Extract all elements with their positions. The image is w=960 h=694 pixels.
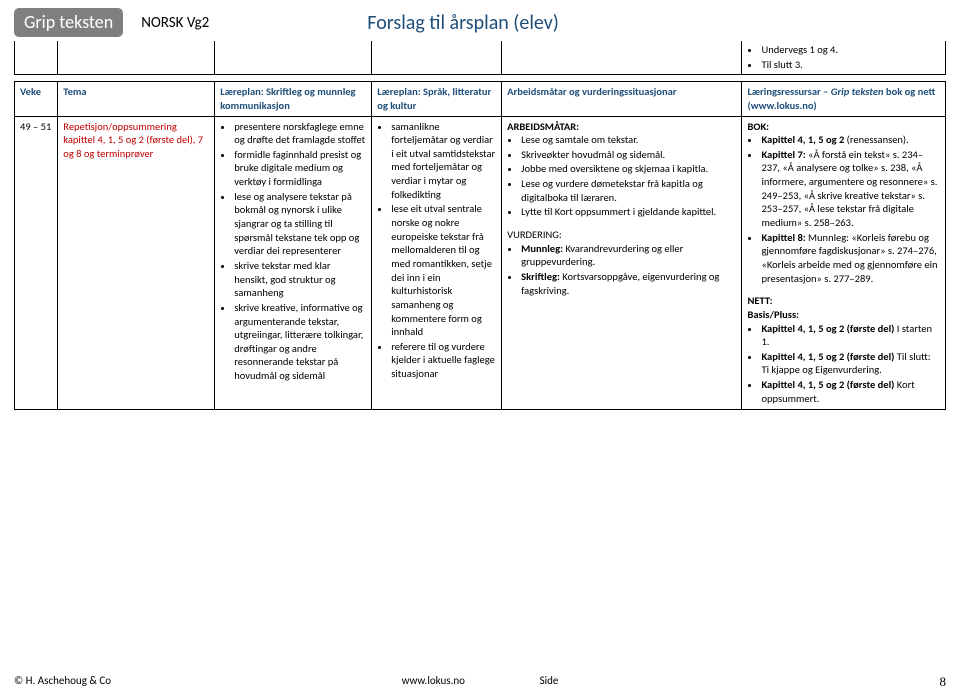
- arbeid-list2: Munnleg: Kvarandrevurdering og eller gru…: [507, 242, 736, 298]
- frag-item: Til slutt 3.: [761, 58, 940, 72]
- list-item: lese og analysere tekstar på bokmål og n…: [234, 190, 366, 258]
- list-item: skrive tekstar med klar hensikt, god str…: [234, 259, 366, 300]
- list-item: lese eit utval sentrale norske og nokre …: [391, 202, 496, 338]
- page-header: Grip teksten NORSK Vg2 Forslag til årspl…: [14, 8, 946, 37]
- subject-label: NORSK Vg2: [141, 14, 209, 32]
- frag-cell: [15, 41, 58, 75]
- list-item: Kapittel 4, 1, 5 og 2 (første del) Til s…: [761, 350, 940, 377]
- list-item: Kapittel 8: Munnleg: «Korleis førebu og …: [761, 231, 940, 286]
- top-fragment-table: Undervegs 1 og 4. Til slutt 3.: [14, 41, 946, 75]
- frag-cell: [502, 41, 742, 75]
- frag-cell: [58, 41, 215, 75]
- cell-arbeid: ARBEIDSMÅTAR: Lese og samtale om tekstar…: [502, 116, 742, 410]
- cell-ressurs: BOK: Kapittel 4, 1, 5 og 2 (renessansen)…: [742, 116, 946, 410]
- arbeid-head2: VURDERING:: [507, 228, 736, 242]
- col-header-tema: Tema: [58, 82, 215, 116]
- main-plan-table: Veke Tema Læreplan: Skriftleg og munnleg…: [14, 81, 946, 410]
- arbeid-list1: Lese og samtale om tekstar. Skriveøkter …: [507, 133, 736, 219]
- list-item: referere til og vurdere kjelder i aktuel…: [391, 340, 496, 381]
- list-item: skrive kreative, informative og argument…: [234, 301, 366, 383]
- list-item: Lytte til Kort oppsummert i gjeldande ka…: [521, 205, 736, 219]
- book-logo: Grip teksten: [14, 8, 123, 37]
- list-item: Munnleg: Kvarandrevurdering og eller gru…: [521, 242, 736, 269]
- list-item: Kapittel 4, 1, 5 og 2 (renessansen).: [761, 133, 940, 147]
- frag-cell: [372, 41, 502, 75]
- ressurs-head2: NETT:: [747, 294, 940, 308]
- ressurs-label-b: Grip teksten: [831, 85, 884, 98]
- col-header-veke: Veke: [15, 82, 58, 116]
- cell-tema: Repetisjon/oppsummering kapittel 4, 1, 5…: [58, 116, 215, 410]
- data-row: 49 – 51 Repetisjon/oppsummering kapittel…: [15, 116, 946, 410]
- list-item: Lese og vurdere dømetekstar frå kapitla …: [521, 177, 736, 204]
- sprak-list: samanlikne forteljemåtar og verdiar i ei…: [377, 120, 496, 381]
- list-item: Skriveøkter hovudmål og sidemål.: [521, 148, 736, 162]
- list-item: samanlikne forteljemåtar og verdiar i ei…: [391, 120, 496, 202]
- col-header-arbeid: Arbeidsmåtar og vurderingssituasjonar: [502, 82, 742, 116]
- col-header-skriftleg: Læreplan: Skriftleg og munnleg kommunika…: [215, 82, 372, 116]
- list-item: Skriftleg: Kortsvarsoppgåve, eigenvurder…: [521, 270, 736, 297]
- list-item: Jobbe med oversiktene og skjemaa i kapit…: [521, 162, 736, 176]
- document-title: Forslag til årsplan (elev): [367, 11, 559, 35]
- cell-sprak: samanlikne forteljemåtar og verdiar i ei…: [372, 116, 502, 410]
- cell-veke: 49 – 51: [15, 116, 58, 410]
- frag-cell: [215, 41, 372, 75]
- list-item: Kapittel 4, 1, 5 og 2 (første del) Kort …: [761, 378, 940, 405]
- footer-url: www.lokus.no: [402, 674, 465, 687]
- ressurs-list2: Kapittel 4, 1, 5 og 2 (første del) I sta…: [747, 322, 940, 406]
- list-item: presentere norskfaglege emne og drøfte d…: [234, 120, 366, 147]
- page-footer: © H. Aschehoug & Co www.lokus.no Side 8: [14, 674, 946, 690]
- fragment-row: Undervegs 1 og 4. Til slutt 3.: [15, 41, 946, 75]
- arbeid-head1: ARBEIDSMÅTAR:: [507, 120, 736, 134]
- skriftleg-list: presentere norskfaglege emne og drøfte d…: [220, 120, 366, 383]
- col-header-ressurs: Læringsressursar – Grip teksten bok og n…: [742, 82, 946, 116]
- ressurs-list1: Kapittel 4, 1, 5 og 2 (renessansen). Kap…: [747, 133, 940, 285]
- page-number: 8: [940, 674, 947, 690]
- footer-left: © H. Aschehoug & Co: [14, 674, 111, 690]
- list-item: Kapittel 4, 1, 5 og 2 (første del) I sta…: [761, 322, 940, 349]
- footer-side: Side: [540, 674, 559, 687]
- frag-item: Undervegs 1 og 4.: [761, 43, 940, 57]
- ressurs-head1: BOK:: [747, 120, 940, 134]
- col-header-sprak: Læreplan: Språk, litteratur og kultur: [372, 82, 502, 116]
- footer-center: www.lokus.no Side: [402, 674, 559, 687]
- cell-skriftleg: presentere norskfaglege emne og drøfte d…: [215, 116, 372, 410]
- header-row: Veke Tema Læreplan: Skriftleg og munnleg…: [15, 82, 946, 116]
- ressurs-head3: Basis/Pluss:: [747, 308, 940, 322]
- ressurs-label-a: Læringsressursar –: [747, 85, 830, 98]
- list-item: formidle faginnhald presist og bruke dig…: [234, 148, 366, 189]
- tema-text: Repetisjon/oppsummering kapittel 4, 1, 5…: [63, 120, 203, 160]
- list-item: Kapittel 7: «Å forstå ein tekst» s. 234–…: [761, 148, 940, 230]
- frag-cell-ressurs: Undervegs 1 og 4. Til slutt 3.: [742, 41, 946, 75]
- list-item: Lese og samtale om tekstar.: [521, 133, 736, 147]
